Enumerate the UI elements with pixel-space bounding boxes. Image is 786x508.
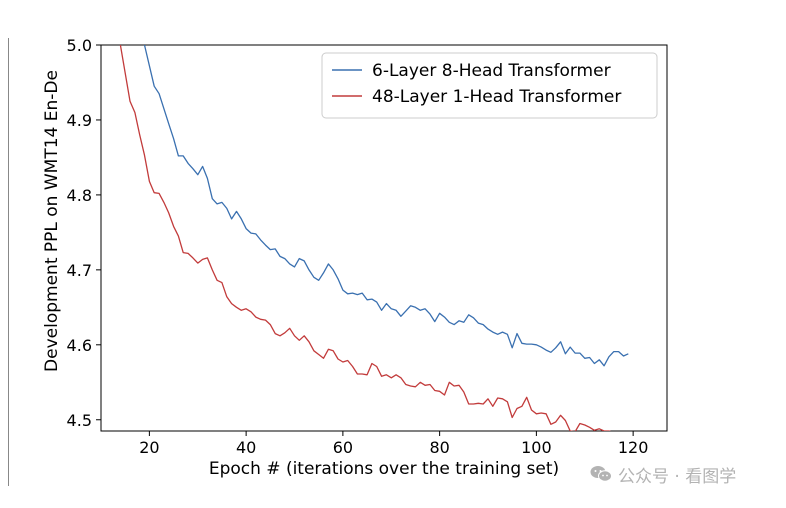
watermark-text: 公众号 · 看图学 — [618, 466, 737, 487]
x-axis-label: Epoch # (iterations over the training se… — [209, 459, 559, 479]
x-axis-ticks: 20 40 60 80 100 120 — [139, 431, 648, 457]
legend: 6-Layer 8-Head Transformer 48-Layer 1-He… — [321, 52, 658, 119]
series-layer — [119, 45, 629, 431]
y-tick-label: 4.6 — [67, 336, 92, 355]
y-tick-label: 5.0 — [67, 36, 92, 55]
x-tick-label: 100 — [521, 438, 552, 457]
y-axis-label: Development PPL on WMT14 En-De — [42, 70, 62, 372]
watermark: 公众号 · 看图学 — [590, 460, 780, 488]
x-tick-label: 120 — [618, 438, 649, 457]
left-border-line — [8, 38, 9, 486]
plot-frame — [100, 44, 668, 432]
series-line-1 — [143, 45, 629, 367]
x-tick-label: 20 — [139, 438, 159, 457]
x-tick-label: 40 — [236, 438, 256, 457]
legend-label-series-2: 48-Layer 1-Head Transformer — [372, 87, 621, 107]
y-axis-ticks: 4.5 4.6 4.7 4.8 4.9 5.0 — [67, 36, 101, 430]
y-tick-label: 4.8 — [67, 186, 92, 205]
wechat-icon — [590, 465, 612, 483]
y-tick-label: 4.5 — [67, 411, 92, 430]
legend-label-series-1: 6-Layer 8-Head Transformer — [372, 61, 611, 81]
x-tick-label: 60 — [333, 438, 353, 457]
legend-box — [321, 52, 658, 119]
y-tick-label: 4.9 — [67, 111, 92, 130]
y-tick-label: 4.7 — [67, 261, 92, 280]
x-tick-label: 80 — [429, 438, 449, 457]
series-line-2 — [119, 45, 612, 431]
